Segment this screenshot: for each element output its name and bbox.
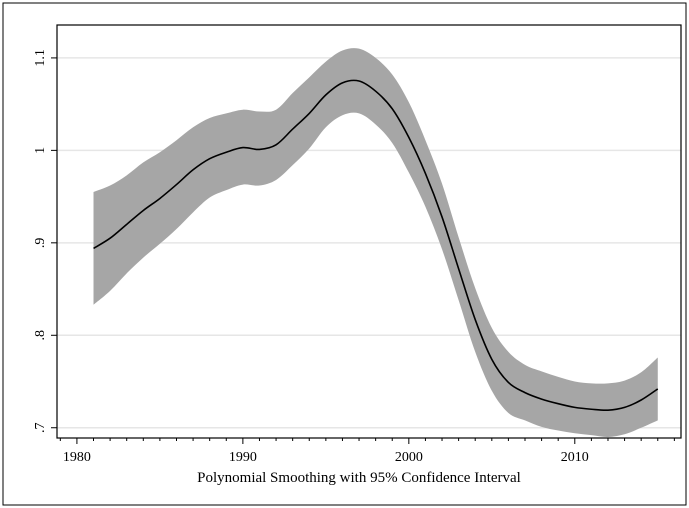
plot-frame [56, 24, 682, 439]
y-tick-label: 1 [33, 147, 48, 154]
x-tick-label: 2010 [561, 450, 589, 465]
fitted-line [93, 79, 659, 412]
y-tick-label: .8 [33, 330, 48, 341]
y-tick-label: 1.1 [33, 49, 48, 67]
y-axis: .7 .8 .9 1 1.1 [33, 49, 57, 433]
x-tick-label: 2000 [395, 450, 423, 465]
x-tick-label: 1980 [63, 450, 91, 465]
x-tick-label: 1990 [229, 450, 257, 465]
y-tick-label: .7 [33, 422, 48, 433]
x-axis-label: Polynomial Smoothing with 95% Confidence… [197, 470, 521, 486]
confidence-band [93, 48, 658, 437]
y-tick-label: .9 [33, 238, 48, 249]
x-axis: 1980 1990 2000 2010 [59, 438, 675, 465]
